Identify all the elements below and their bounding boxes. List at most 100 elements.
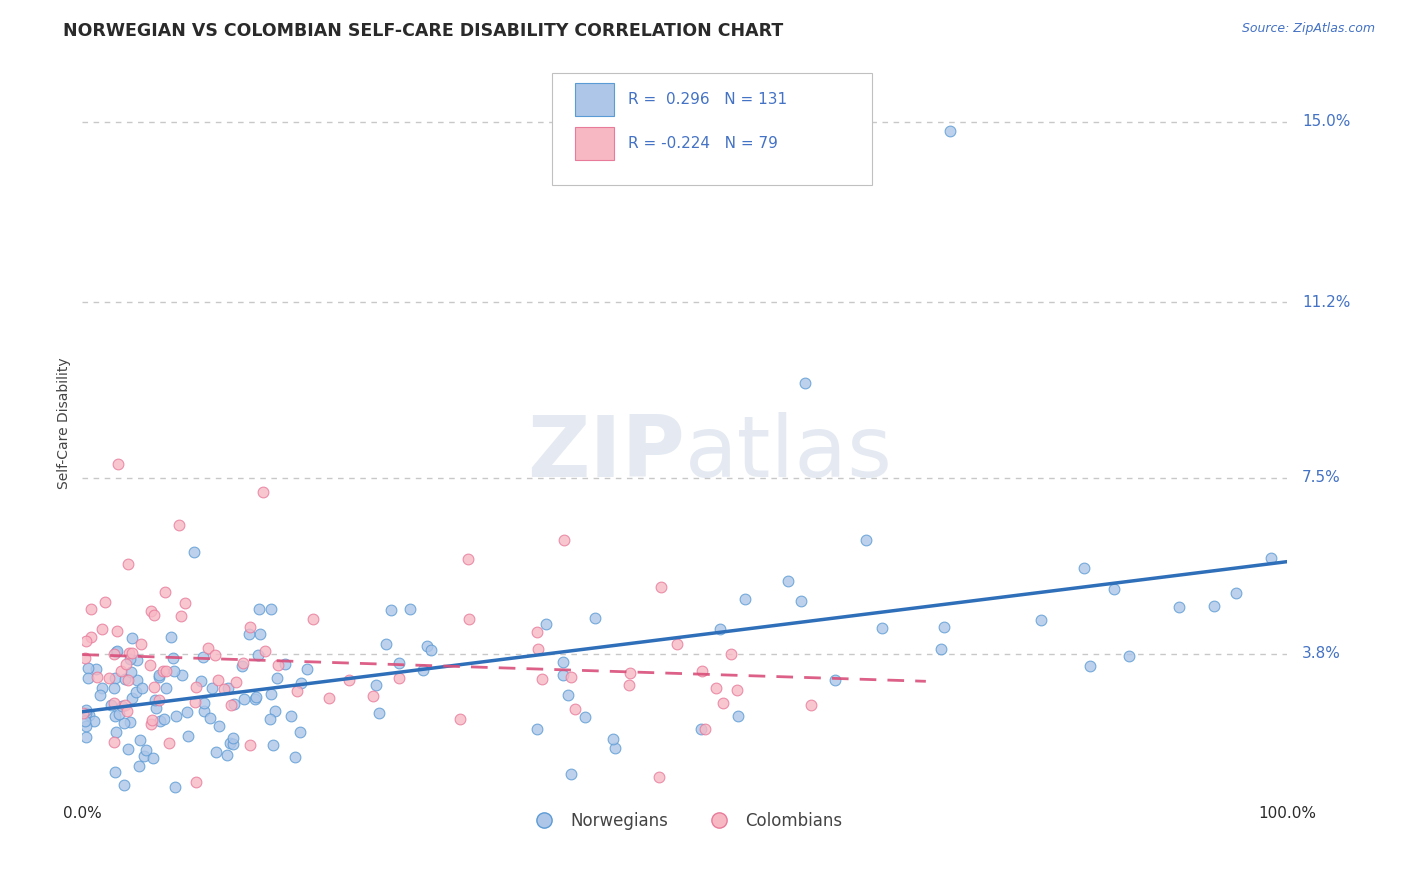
- Point: [557, 688, 579, 702]
- Point: [302, 612, 325, 626]
- Point: [855, 533, 877, 547]
- Point: [103, 696, 125, 710]
- Point: [177, 729, 200, 743]
- Point: [117, 557, 139, 571]
- Point: [574, 709, 596, 723]
- Point: [100, 698, 122, 712]
- Text: Source: ZipAtlas.com: Source: ZipAtlas.com: [1241, 22, 1375, 36]
- Point: [193, 696, 215, 710]
- Point: [148, 671, 170, 685]
- Point: [619, 665, 641, 680]
- Point: [104, 764, 127, 779]
- Text: 3.8%: 3.8%: [1302, 646, 1341, 661]
- Text: 7.5%: 7.5%: [1302, 470, 1340, 485]
- Point: [165, 709, 187, 723]
- Point: [77, 661, 100, 675]
- Point: [163, 665, 186, 679]
- Point: [449, 712, 471, 726]
- Point: [219, 735, 242, 749]
- Point: [526, 624, 548, 639]
- Point: [457, 611, 479, 625]
- Point: [103, 681, 125, 695]
- Point: [193, 650, 215, 665]
- Point: [183, 545, 205, 559]
- Point: [184, 695, 207, 709]
- Point: [254, 644, 277, 658]
- Point: [245, 690, 267, 705]
- Point: [117, 741, 139, 756]
- Point: [419, 643, 441, 657]
- Point: [526, 722, 548, 736]
- Point: [141, 714, 163, 728]
- Point: [121, 631, 143, 645]
- Point: [104, 708, 127, 723]
- Point: [163, 780, 186, 794]
- Point: [143, 692, 166, 706]
- Point: [1073, 561, 1095, 575]
- Point: [142, 751, 165, 765]
- Point: [134, 748, 156, 763]
- Point: [72, 706, 94, 721]
- Bar: [575, 83, 614, 116]
- Point: [145, 700, 167, 714]
- Point: [162, 650, 184, 665]
- Point: [318, 690, 340, 705]
- Point: [560, 767, 582, 781]
- Point: [172, 668, 194, 682]
- Point: [186, 775, 208, 789]
- Point: [290, 676, 312, 690]
- Point: [1260, 551, 1282, 566]
- Point: [153, 712, 176, 726]
- Point: [153, 585, 176, 599]
- Point: [217, 681, 239, 696]
- Point: [263, 704, 285, 718]
- Text: R =  0.296   N = 131: R = 0.296 N = 131: [628, 92, 787, 107]
- Y-axis label: Self-Care Disability: Self-Care Disability: [58, 358, 72, 489]
- Point: [364, 678, 387, 692]
- Point: [125, 673, 148, 688]
- Point: [266, 671, 288, 685]
- Point: [170, 609, 193, 624]
- Point: [285, 684, 308, 698]
- Point: [231, 659, 253, 673]
- Point: [148, 692, 170, 706]
- Point: [399, 601, 422, 615]
- Point: [108, 707, 131, 722]
- Point: [118, 714, 141, 729]
- Point: [794, 376, 817, 390]
- Point: [80, 602, 103, 616]
- Point: [125, 685, 148, 699]
- Point: [939, 124, 962, 138]
- Point: [553, 533, 575, 547]
- Point: [114, 672, 136, 686]
- Point: [105, 645, 128, 659]
- Point: [374, 637, 396, 651]
- Point: [139, 604, 162, 618]
- Point: [790, 594, 813, 608]
- Point: [127, 653, 149, 667]
- Bar: [575, 128, 614, 161]
- Point: [457, 551, 479, 566]
- Point: [208, 719, 231, 733]
- Point: [387, 657, 409, 671]
- Point: [583, 611, 606, 625]
- Point: [259, 712, 281, 726]
- Point: [184, 680, 207, 694]
- Point: [115, 657, 138, 671]
- Point: [76, 671, 98, 685]
- Point: [217, 747, 239, 762]
- Point: [564, 702, 586, 716]
- Point: [105, 724, 128, 739]
- Point: [247, 601, 270, 615]
- Point: [239, 738, 262, 752]
- Point: [824, 673, 846, 687]
- Point: [551, 656, 574, 670]
- Point: [380, 603, 402, 617]
- Point: [198, 711, 221, 725]
- Point: [212, 681, 235, 696]
- Point: [118, 652, 141, 666]
- Point: [288, 725, 311, 739]
- Point: [1118, 649, 1140, 664]
- Point: [139, 716, 162, 731]
- Point: [222, 737, 245, 751]
